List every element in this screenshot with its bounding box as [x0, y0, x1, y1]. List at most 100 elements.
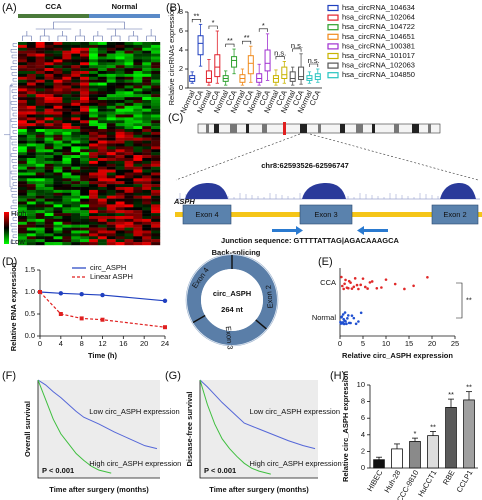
- heatmap-cell: [106, 178, 116, 182]
- bar: [373, 459, 385, 469]
- x-tick-label: 15: [405, 339, 413, 348]
- heatmap-cell: [106, 218, 116, 222]
- heatmap-cell: [44, 42, 54, 46]
- heatmap-cell: [142, 56, 152, 60]
- heatmap-cell: [115, 134, 125, 138]
- heatmap-cell: [124, 207, 134, 211]
- heatmap-cell: [44, 224, 54, 228]
- heatmap-cell: [44, 192, 54, 196]
- legend-swatch: [327, 24, 339, 31]
- heatmap-cell: [97, 97, 107, 101]
- heatmap-cell: [71, 68, 81, 72]
- heatmap-cell: [106, 94, 116, 98]
- heatmap-cell: [124, 201, 134, 205]
- heatmap-cell: [53, 129, 63, 133]
- heatmap-cell: [35, 242, 45, 246]
- heatmap-cell: [18, 42, 28, 46]
- heatmap-cell: [44, 82, 54, 86]
- heatmap-cell: [71, 126, 81, 130]
- dot: [357, 287, 360, 291]
- heatmap-cell: [62, 56, 72, 60]
- heatmap-cell: [80, 224, 90, 228]
- heatmap-cell: [115, 158, 125, 162]
- heatmap-cell: [18, 189, 28, 193]
- axis: [369, 385, 478, 469]
- heatmap-cell: [97, 210, 107, 214]
- panel-label: (H): [330, 370, 345, 382]
- heatmap-cell: [44, 71, 54, 75]
- legend-label: hsa_circRNA_104722: [342, 22, 415, 31]
- heatmap-cell: [71, 213, 81, 217]
- heatmap-cell: [18, 59, 28, 63]
- heatmap-cell: [151, 198, 161, 202]
- heatmap-cell: [115, 59, 125, 63]
- heatmap-cell: [142, 65, 152, 69]
- heatmap-cell: [124, 97, 134, 101]
- heatmap-cell: [97, 216, 107, 220]
- heatmap-cell: [71, 137, 81, 141]
- heatmap-cell: [142, 230, 152, 234]
- heatmap-cell: [35, 218, 45, 222]
- heatmap-cell: [80, 187, 90, 191]
- y-axis-title: Relative RNA expression: [9, 262, 18, 351]
- heatmap-cell: [35, 201, 45, 205]
- heatmap-cell: [124, 44, 134, 48]
- heatmap-cell: [44, 227, 54, 231]
- heatmap-cell: [44, 85, 54, 89]
- heatmap-cell: [124, 62, 134, 66]
- heatmap-cell: [53, 50, 63, 54]
- heatmap-cell: [80, 204, 90, 208]
- heatmap-cell: [133, 224, 143, 228]
- heatmap-cell: [97, 123, 107, 127]
- heatmap-cell: [106, 155, 116, 159]
- heatmap-cell: [151, 53, 161, 57]
- heatmap-cell: [35, 233, 45, 237]
- heatmap-cell: [62, 79, 72, 83]
- heatmap-cell: [35, 62, 45, 66]
- heatmap-cell: [53, 233, 63, 237]
- heatmap-cell: [151, 169, 161, 173]
- heatmap-cell: [133, 201, 143, 205]
- heatmap-cell: [151, 163, 161, 167]
- heatmap-cell: [133, 172, 143, 176]
- heatmap-cell: [89, 68, 99, 72]
- heatmap-cell: [80, 111, 90, 115]
- heatmap-cell: [142, 172, 152, 176]
- heatmap-cell: [133, 105, 143, 109]
- heatmap-cell: [62, 239, 72, 243]
- heatmap-cell: [53, 71, 63, 75]
- heatmap-cell: [71, 47, 81, 51]
- sig-bracket: [208, 25, 218, 29]
- heatmap-cell: [80, 59, 90, 63]
- heatmap-cell: [71, 239, 81, 243]
- heatmap-cell: [142, 108, 152, 112]
- heatmap-cell: [62, 204, 72, 208]
- heatmap-cell: [18, 126, 28, 130]
- heatmap-cell: [89, 175, 99, 179]
- heatmap-cell: [44, 230, 54, 234]
- heatmap-cell: [62, 117, 72, 121]
- heatmap-cell: [106, 47, 116, 51]
- sig-label: **: [193, 11, 199, 20]
- heatmap-cell: [18, 129, 28, 133]
- heatmap-cell: [80, 137, 90, 141]
- heatmap-cell: [115, 198, 125, 202]
- heatmap-cell: [53, 131, 63, 135]
- heatmap-cell: [142, 62, 152, 66]
- heatmap-cell: [89, 172, 99, 176]
- heatmap-cell: [106, 62, 116, 66]
- heatmap-cell: [89, 239, 99, 243]
- heatmap-cell: [62, 129, 72, 133]
- heatmap-cell: [26, 82, 36, 86]
- heatmap-cell: [115, 227, 125, 231]
- dot: [368, 281, 372, 284]
- heatmap-cell: [106, 195, 116, 199]
- panel-label: (C): [168, 112, 183, 124]
- heatmap-cell: [151, 88, 161, 92]
- heatmap-cell: [80, 201, 90, 205]
- heatmap-cell: [115, 47, 125, 51]
- heatmap-cell: [18, 131, 28, 135]
- legend-swatch: [327, 14, 339, 21]
- heatmap-cell: [97, 175, 107, 179]
- heatmap-cell: [97, 166, 107, 170]
